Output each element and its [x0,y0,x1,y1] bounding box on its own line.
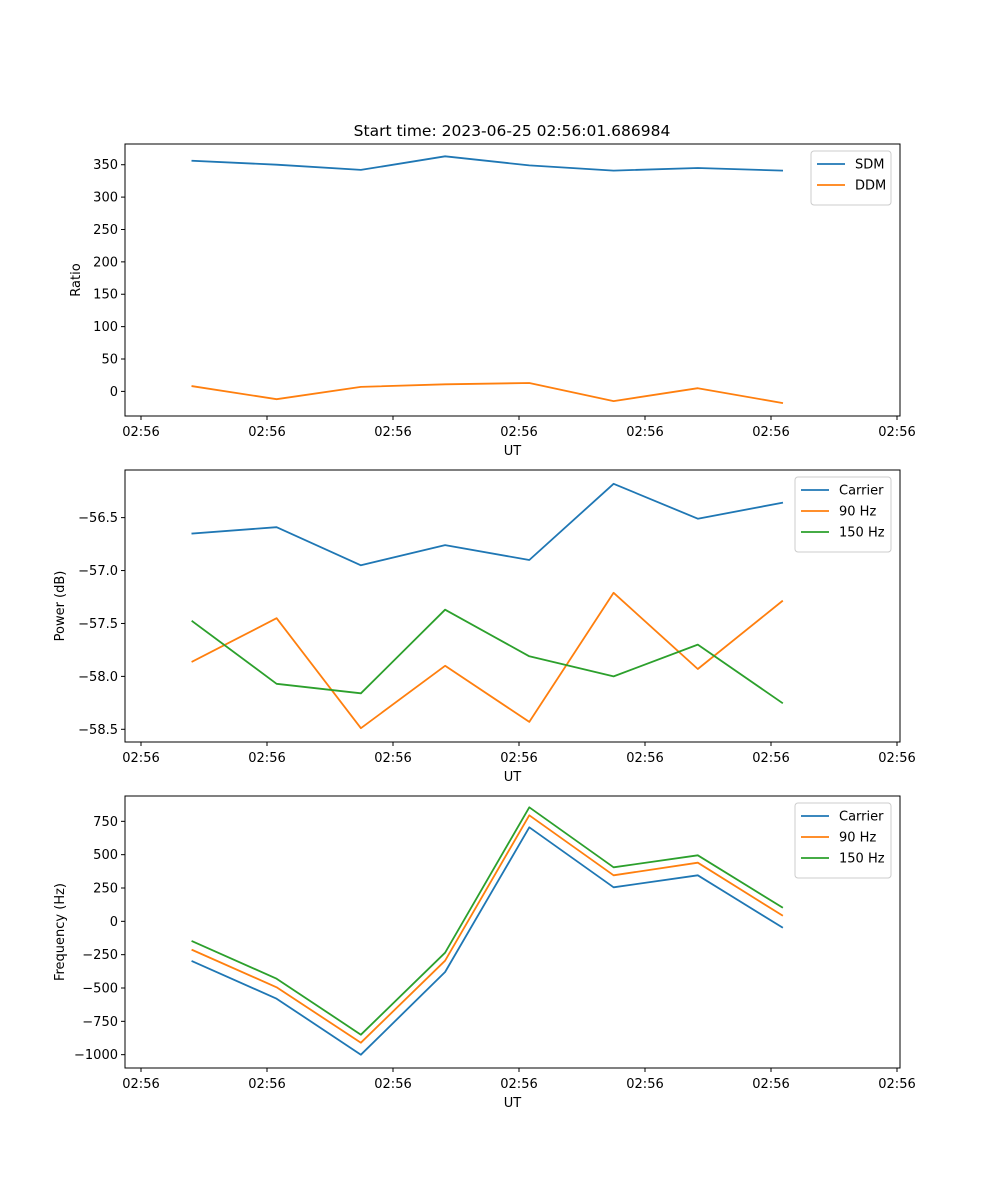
x-tick-label: 02:56 [500,1077,537,1092]
legend-label: DDM [855,179,886,194]
legend-label: 90 Hz [839,505,876,520]
y-tick-label: −250 [82,948,118,963]
series-line-carrier [191,482,784,567]
series-line-150-hz [191,806,784,1036]
legend: Carrier 90 Hz 150 Hz [794,476,892,553]
x-tick-label: 02:56 [122,751,159,766]
axes-frame [124,143,901,417]
x-tick-label: 02:56 [752,425,789,440]
y-axis-label: Frequency (Hz) [53,883,68,981]
series-line-150-hz [191,608,784,705]
x-tick-label: 02:56 [878,425,915,440]
y-tick-label: 150 [93,288,118,303]
y-tick-label: 350 [93,158,118,173]
x-tick-label: 02:56 [878,751,915,766]
axes-frame [124,795,901,1069]
y-tick-label: −56.5 [78,511,118,526]
x-axis-label: UT [504,770,522,785]
y-tick-label: 50 [101,353,118,368]
x-tick-label: 02:56 [878,1077,915,1092]
chart-title: Start time: 2023-06-25 02:56:01.686984 [354,122,671,140]
x-axis-label: UT [504,1096,522,1111]
y-tick-label: −58.5 [78,723,118,738]
x-tick-label: 02:56 [752,751,789,766]
y-tick-label: −1000 [74,1048,118,1063]
legend-label: 150 Hz [839,852,885,867]
y-tick-label: 100 [93,320,118,335]
x-tick-label: 02:56 [248,425,285,440]
y-tick-label: 750 [93,815,118,830]
x-tick-label: 02:56 [626,1077,663,1092]
x-tick-label: 02:56 [500,751,537,766]
x-tick-label: 02:56 [626,425,663,440]
subplot-1: 0 50 100 150 200 250 300 350 02:56 02:56 02:56 02:5… [69,143,916,459]
y-axis-label: Ratio [69,263,84,296]
y-tick-label: 0 [110,915,118,930]
plots-container: 0 50 100 150 200 250 300 350 02:56 02:56 02:56 02:5… [53,143,916,1111]
y-axis-label: Power (dB) [53,571,68,642]
legend: Carrier 90 Hz 150 Hz [794,802,892,879]
series-line-90-hz [191,591,784,730]
x-tick-label: 02:56 [626,751,663,766]
y-tick-label: −57.5 [78,617,118,632]
legend-label: SDM [855,158,884,173]
y-tick-label: 250 [93,223,118,238]
x-tick-label: 02:56 [122,425,159,440]
series-line-90-hz [191,814,784,1044]
legend-label: 90 Hz [839,831,876,846]
y-tick-label: 0 [110,385,118,400]
x-axis-label: UT [504,444,522,459]
series-line-carrier [191,826,784,1056]
y-tick-label: −57.0 [78,564,118,579]
x-tick-label: 02:56 [248,751,285,766]
x-tick-label: 02:56 [374,1077,411,1092]
series-line-sdm [191,155,784,172]
y-tick-label: 300 [93,191,118,206]
x-tick-label: 02:56 [752,1077,789,1092]
x-tick-label: 02:56 [122,1077,159,1092]
legend-box [794,802,892,879]
y-tick-label: −58.0 [78,670,118,685]
y-tick-label: 200 [93,255,118,270]
legend-label: Carrier [839,810,884,825]
legend: SDM DDM [810,150,892,206]
legend-box [794,476,892,553]
axes-frame [124,469,901,743]
subplot-2: −58.5 −58.0 −57.5 −57.0 −56.5 02:56 02:56 02:56… [53,469,916,785]
y-tick-label: −500 [82,982,118,997]
legend-label: 150 Hz [839,526,885,541]
x-tick-label: 02:56 [374,425,411,440]
y-tick-label: 250 [93,882,118,897]
y-tick-label: −750 [82,1015,118,1030]
series-line-ddm [191,382,784,405]
legend-label: Carrier [839,484,884,499]
y-tick-label: 500 [93,848,118,863]
x-tick-label: 02:56 [500,425,537,440]
subplot-3: −1000 −750 −500 −250 0 250 500 750 02:56 02:56 02:… [53,795,916,1111]
x-tick-label: 02:56 [374,751,411,766]
x-tick-label: 02:56 [248,1077,285,1092]
